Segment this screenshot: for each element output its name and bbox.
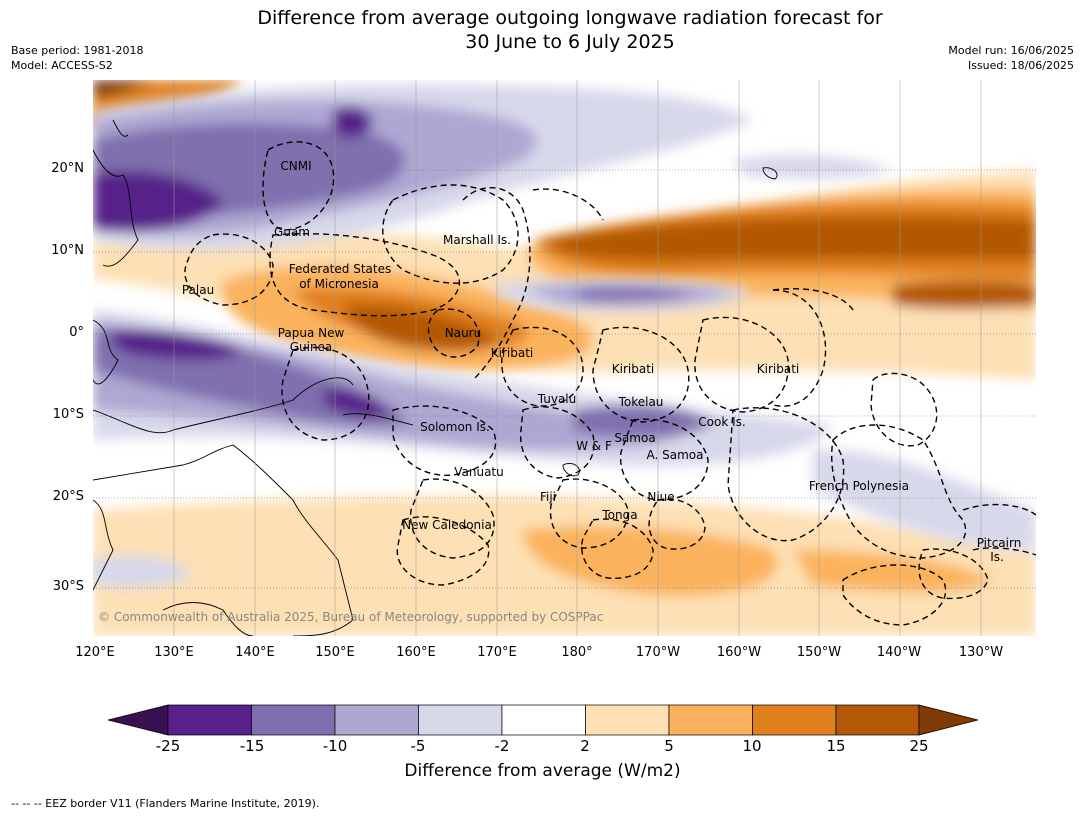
x-tick-150w: 150°W xyxy=(796,645,842,660)
title-line-2: 30 June to 6 July 2025 xyxy=(465,31,675,53)
x-tick-120e: 120°E xyxy=(75,645,115,660)
region-label-french-polynesia: French Polynesia xyxy=(809,479,909,493)
x-tick-140e: 140°E xyxy=(235,645,275,660)
region-label-wallis-futuna: W & F xyxy=(576,439,612,453)
colorbar-label: -2 xyxy=(494,737,510,755)
colorbar-label: -10 xyxy=(322,737,348,755)
colorbar-label: 25 xyxy=(909,737,929,755)
x-tick-140w: 140°W xyxy=(876,645,922,660)
colorbar-label: 10 xyxy=(742,737,762,755)
region-label-nauru: Nauru xyxy=(445,326,481,340)
colorbar-segment xyxy=(835,704,920,736)
region-label-marshall: Marshall Is. xyxy=(443,233,511,247)
eez-footnote: -- -- -- EEZ border V11 (Flanders Marine… xyxy=(11,797,320,810)
x-tick-160w: 160°W xyxy=(716,645,762,660)
meta-right: Model run: 16/06/2025 Issued: 18/06/2025 xyxy=(948,43,1074,73)
region-label-fiji: Fiji xyxy=(540,490,556,504)
y-tick-20n: 20°N xyxy=(51,161,84,176)
x-tick-170w: 170°W xyxy=(635,645,681,660)
colorbar-segment xyxy=(167,704,252,736)
colorbar-segment xyxy=(501,704,586,736)
issued-text: Issued: 18/06/2025 xyxy=(967,59,1074,72)
colorbar-segment xyxy=(585,704,670,736)
region-label-pitcairn-line2: Is. xyxy=(990,550,1004,564)
region-label-solomon-is: Solomon Is. xyxy=(420,420,490,434)
positive-anomaly-fields xyxy=(93,80,1036,636)
region-label-samoa: Samoa xyxy=(614,431,655,445)
region-label-kiribati-east: Kiribati xyxy=(757,362,799,376)
colorbar-label: -25 xyxy=(155,737,181,755)
colorbar-label: -5 xyxy=(410,737,426,755)
base-period-text: Base period: 1981-2018 xyxy=(11,44,144,57)
region-label-pitcairn-line1: Pitcairn xyxy=(977,536,1022,550)
x-tick-130w: 130°W xyxy=(958,645,1004,660)
colorbar-label: 5 xyxy=(664,737,674,755)
colorbar-arrow-right xyxy=(918,704,978,736)
colorbar-label: 2 xyxy=(580,737,590,755)
x-tick-160e: 160°E xyxy=(396,645,436,660)
region-label-kiribati-west: Kiribati xyxy=(491,346,533,360)
colorbar-segment xyxy=(668,704,753,736)
y-tick-10n: 10°N xyxy=(51,243,84,258)
map-title: Difference from average outgoing longwav… xyxy=(0,6,1085,54)
colorbar xyxy=(108,704,978,736)
meridians xyxy=(173,80,982,636)
region-label-fsm-line1: Federated States xyxy=(289,262,391,276)
title-line-1: Difference from average outgoing longwav… xyxy=(257,7,883,29)
region-label-tokelau: Tokelau xyxy=(618,395,664,409)
colorbar-segment xyxy=(334,704,419,736)
region-label-american-samoa: A. Samoa xyxy=(647,448,704,462)
x-tick-170e: 170°E xyxy=(477,645,517,660)
x-tick-130e: 130°E xyxy=(154,645,194,660)
region-label-png-line2: Guinea xyxy=(290,340,333,354)
colorbar-label: 15 xyxy=(826,737,846,755)
colorbar-title: Difference from average (W/m2) xyxy=(404,761,681,781)
colorbar-segment xyxy=(418,704,503,736)
colorbar-segment xyxy=(752,704,837,736)
colorbar-segment xyxy=(251,704,336,736)
graticule xyxy=(93,169,1036,589)
x-tick-180: 180° xyxy=(561,645,593,660)
colorbar-label: -15 xyxy=(239,737,265,755)
y-tick-30s: 30°S xyxy=(52,579,84,594)
x-tick-150e: 150°E xyxy=(315,645,355,660)
y-tick-10s: 10°S xyxy=(52,407,84,422)
region-label-fsm-line2: of Micronesia xyxy=(299,277,379,291)
region-label-cook-is: Cook Is. xyxy=(698,415,745,429)
region-label-kiribati-central: Kiribati xyxy=(612,362,654,376)
region-label-vanuatu: Vanuatu xyxy=(454,465,504,479)
region-labels: CNMI Guam Marshall Is. Federated States … xyxy=(182,159,1021,564)
eez-borders xyxy=(184,141,1036,626)
region-label-tuvalu: Tuvalu xyxy=(537,392,577,406)
model-text: Model: ACCESS-S2 xyxy=(11,59,113,72)
y-tick-0: 0° xyxy=(69,325,84,340)
region-label-png-line1: Papua New xyxy=(278,326,345,340)
region-label-new-caledonia: New Caledonia xyxy=(402,518,492,532)
copyright-text: © Commonwealth of Australia 2025, Bureau… xyxy=(98,610,603,624)
olr-anomaly-map: CNMI Guam Marshall Is. Federated States … xyxy=(93,80,1036,636)
region-label-tonga: Tonga xyxy=(601,508,637,522)
y-tick-20s: 20°S xyxy=(52,489,84,504)
model-run-text: Model run: 16/06/2025 xyxy=(948,44,1074,57)
meta-left: Base period: 1981-2018 Model: ACCESS-S2 xyxy=(11,43,143,73)
negative-anomaly-fields xyxy=(93,83,1036,588)
region-label-niue: Niue xyxy=(647,490,674,504)
region-label-palau: Palau xyxy=(182,283,214,297)
region-label-cnmi: CNMI xyxy=(280,159,311,173)
region-label-guam: Guam xyxy=(274,225,310,239)
colorbar-arrow-left xyxy=(108,704,169,736)
